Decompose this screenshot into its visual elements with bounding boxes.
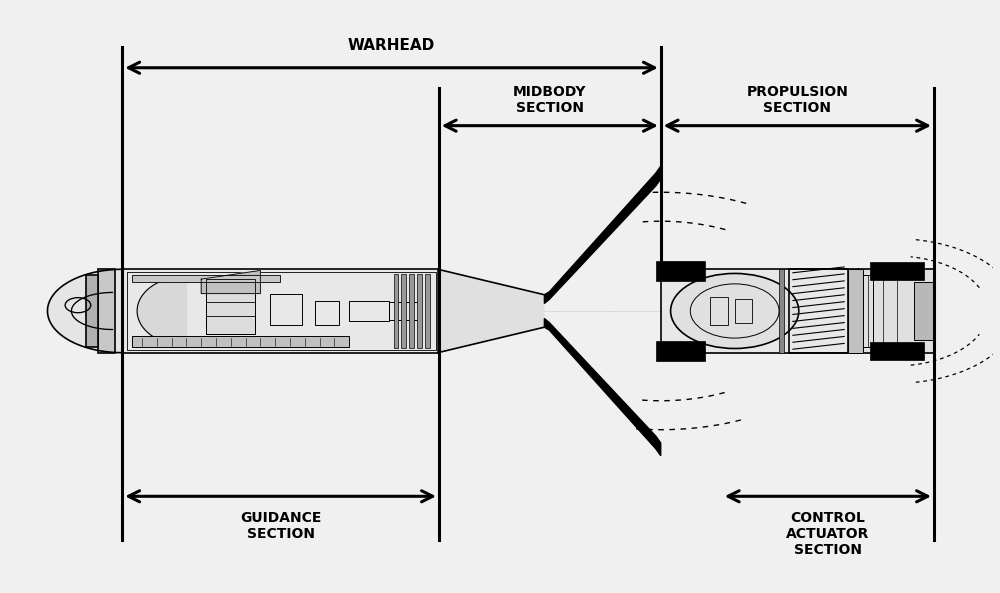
Bar [425, 274, 430, 348]
Bar [848, 269, 863, 353]
Bar [417, 274, 422, 348]
Bar [206, 279, 255, 302]
Polygon shape [47, 269, 122, 353]
Bar [914, 282, 934, 340]
Polygon shape [438, 269, 544, 353]
Text: CONTROL
ACTUATOR
SECTION: CONTROL ACTUATOR SECTION [786, 511, 870, 557]
Bar [122, 269, 438, 353]
Bar [409, 274, 414, 348]
Bar [270, 294, 302, 326]
Text: WARHEAD: WARHEAD [348, 39, 435, 53]
Ellipse shape [671, 273, 799, 349]
Bar [132, 336, 349, 347]
Bar [394, 274, 398, 348]
Bar [779, 269, 784, 353]
Bar [401, 274, 406, 348]
Bar [870, 262, 924, 280]
Text: MIDBODY
SECTION: MIDBODY SECTION [513, 85, 587, 115]
Bar [870, 342, 924, 359]
Text: PROPULSION
SECTION: PROPULSION SECTION [746, 85, 848, 115]
Polygon shape [137, 276, 186, 346]
Bar [656, 260, 705, 281]
Bar [206, 291, 255, 334]
Text: GUIDANCE
SECTION: GUIDANCE SECTION [240, 511, 321, 541]
Polygon shape [544, 318, 661, 456]
Bar [132, 275, 280, 282]
Bar [206, 315, 255, 334]
Bar [389, 302, 418, 320]
Bar [86, 275, 98, 347]
Bar [789, 269, 848, 353]
Bar [863, 275, 873, 347]
Bar [858, 269, 934, 353]
Bar [735, 299, 752, 323]
Bar [127, 272, 436, 350]
Polygon shape [544, 166, 661, 304]
Bar [98, 269, 115, 353]
Bar [656, 341, 705, 361]
Polygon shape [201, 270, 260, 294]
Bar [661, 269, 858, 353]
Bar [710, 296, 728, 326]
Bar [349, 301, 389, 321]
Bar [315, 301, 339, 326]
